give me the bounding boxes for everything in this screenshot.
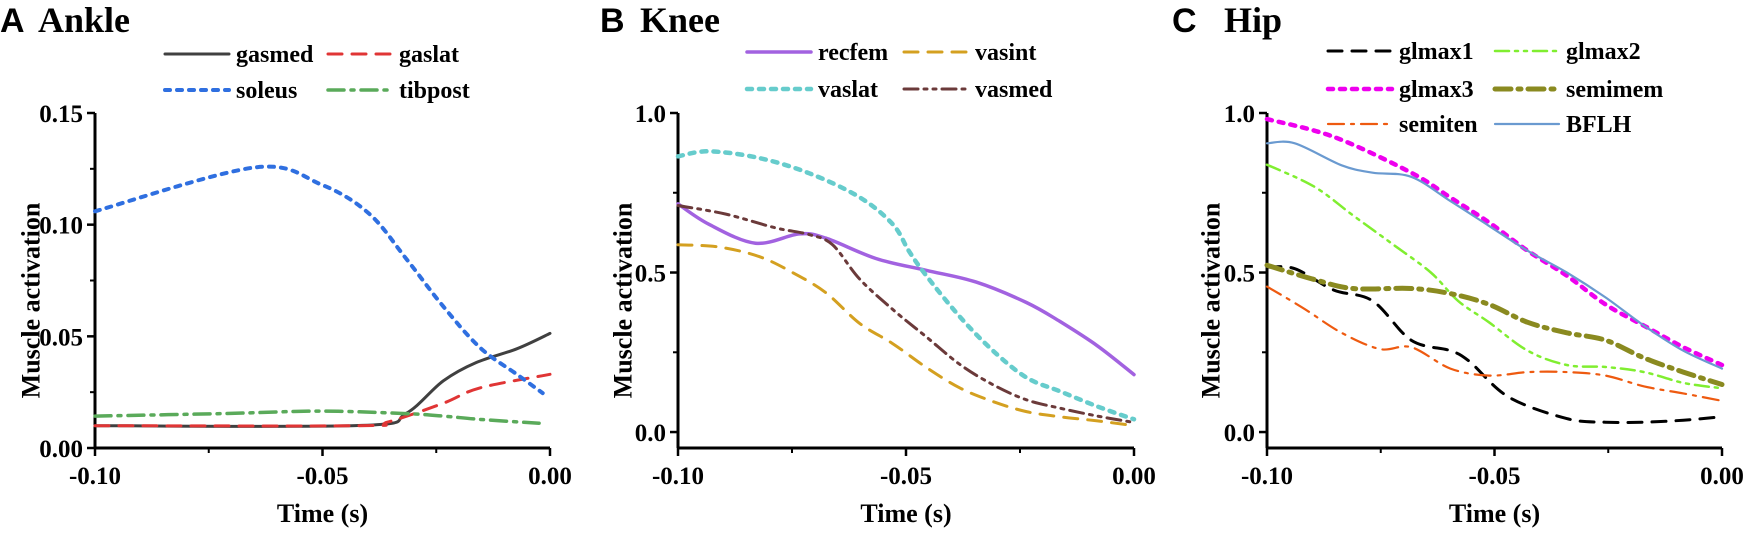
y-tick-label: 0.5 [1224, 261, 1255, 288]
legend-label: soleus [236, 78, 297, 104]
panel-letter: B [600, 2, 625, 40]
panel-knee: B Knee -0.10 -0.05 0.00 0.0 0.5 1.0 Time (s) Musc… [600, 0, 1156, 528]
y-tick-label: 0.00 [39, 436, 83, 463]
series-line-tibpost [93, 409, 541, 425]
y-tick-label: 0.0 [1224, 420, 1255, 447]
legend-label: gasmed [236, 42, 314, 68]
x-axis-label: Time (s) [860, 499, 951, 528]
series-line-vasmed [676, 204, 1136, 424]
y-tick-label: 0.10 [39, 213, 83, 240]
panel-title: Knee [640, 0, 720, 40]
y-tick-label: 1.0 [1224, 101, 1255, 128]
series-line-gaslat [93, 372, 552, 428]
series-line-recfem [676, 202, 1136, 377]
panel-ankle: A Ankle -0.10 -0.05 0.00 0.00 0.05 0.10 0.15 Time… [0, 0, 572, 528]
legend-label: vasint [975, 40, 1036, 66]
panel-title: Ankle [38, 0, 130, 40]
legend-label: tibpost [399, 78, 470, 104]
y-tick-label: 0.05 [39, 324, 83, 351]
series-line-soleus [93, 164, 545, 396]
series-line-glmax1 [1265, 265, 1724, 424]
y-axis-label: Muscle activation [17, 202, 46, 398]
y-tick-label: 0.15 [39, 101, 83, 128]
panel-title: Hip [1224, 0, 1282, 40]
y-tick-label: 0.0 [635, 420, 666, 447]
x-tick-label: -0.05 [1468, 463, 1520, 490]
legend-label: glmax3 [1399, 77, 1474, 103]
x-tick-label: -0.10 [69, 463, 121, 490]
x-tick-label: -0.05 [880, 463, 932, 490]
series-line-glmax2 [1265, 163, 1724, 390]
legend-label: BFLH [1566, 112, 1632, 138]
series-line-semiten [1265, 285, 1724, 402]
series-line-semimem [1264, 262, 1725, 387]
x-tick-label: -0.10 [652, 463, 704, 490]
y-tick-label: 0.5 [635, 261, 666, 288]
legend-label: vasmed [975, 77, 1053, 103]
series-line-vasint [676, 243, 1136, 428]
legend-label: vaslat [818, 77, 878, 103]
x-tick-label: 0.00 [1700, 463, 1744, 490]
legend-label: gaslat [399, 42, 459, 68]
series-line-bflh [1265, 140, 1724, 370]
y-axis-label: Muscle activation [1197, 202, 1226, 398]
panel-hip: C Hip -0.10 -0.05 0.00 0.0 0.5 1.0 Time (s) Muscl… [1172, 0, 1744, 528]
x-axis-label: Time (s) [1449, 499, 1540, 528]
x-tick-label: 0.00 [1112, 463, 1156, 490]
legend-label: glmax1 [1399, 39, 1474, 65]
y-tick-label: 1.0 [635, 101, 666, 128]
y-axis-label: Muscle activation [609, 202, 638, 398]
x-tick-label: -0.05 [296, 463, 348, 490]
legend-label: glmax2 [1566, 39, 1641, 65]
legend-label: semimem [1566, 77, 1663, 103]
x-tick-label: 0.00 [528, 463, 572, 490]
panel-letter: C [1172, 2, 1197, 40]
panel-letter: A [0, 2, 25, 40]
x-axis-label: Time (s) [277, 499, 368, 528]
legend-label: recfem [818, 40, 888, 66]
series-line-vaslat [675, 149, 1137, 422]
x-tick-label: -0.10 [1241, 463, 1293, 490]
legend-label: semiten [1399, 112, 1478, 138]
